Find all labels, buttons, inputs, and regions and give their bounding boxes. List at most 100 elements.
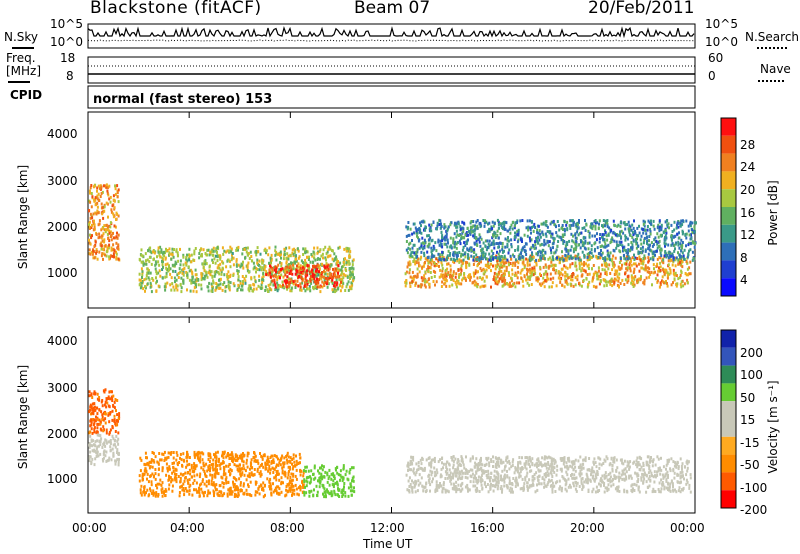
power-echo-cell: [677, 225, 680, 229]
power-echo-cell: [407, 261, 410, 265]
velocity-echo-cell: [96, 397, 99, 401]
power-echo-cell: [508, 281, 511, 285]
power-echo-cell: [100, 254, 103, 258]
power-echo-cell: [166, 262, 169, 266]
power-echo-cell: [643, 282, 646, 286]
velocity-echo-cell: [149, 487, 151, 491]
power-echo-cell: [588, 258, 591, 261]
power-echo-cell: [286, 287, 289, 291]
freq-tick-top: 18: [60, 51, 76, 65]
power-echo-cell: [210, 289, 213, 293]
power-echo-cell: [669, 271, 672, 275]
velocity-echo-cell: [89, 434, 92, 438]
power-echo-cell: [347, 259, 350, 263]
velocity-echo-cell: [271, 454, 274, 458]
power-echo-cell: [313, 246, 316, 250]
velocity-echo-cell: [157, 473, 160, 477]
velocity-echo-cell: [277, 463, 280, 467]
power-echo-cell: [414, 274, 417, 278]
power-echo-cell: [269, 264, 271, 268]
power-echo-cell: [480, 277, 483, 281]
power-echo-cell: [446, 267, 449, 271]
power-echo-cell: [102, 205, 105, 209]
power-echo-cell: [158, 269, 161, 273]
power-echo-cell: [588, 252, 591, 255]
power-echo-cell: [300, 277, 303, 281]
velocity-echo-cell: [89, 443, 92, 447]
power-echo-cell: [572, 223, 575, 227]
power-echo-cell: [603, 224, 606, 228]
power-echo-cell: [306, 273, 309, 277]
velocity-echo-cell: [184, 487, 187, 490]
power-echo-cell: [538, 249, 541, 253]
power-echo-cell: [205, 273, 208, 277]
velocity-echo-cell: [291, 458, 294, 461]
power-echo-cell: [487, 242, 490, 246]
velocity-echo-cell: [222, 461, 225, 465]
power-echo-cell: [517, 248, 520, 252]
power-echo-cell: [310, 281, 313, 285]
power-echo-cell: [569, 254, 572, 258]
velocity-echo-cell: [190, 475, 193, 479]
power-echo-cell: [325, 252, 328, 256]
velocity-echo-cell: [96, 445, 99, 449]
power-echo-cell: [455, 285, 458, 289]
velocity-echo-cell: [193, 450, 196, 454]
power-echo-cell: [210, 270, 213, 274]
beam-title: Beam 07: [354, 0, 431, 18]
power-echo-cell: [312, 260, 315, 264]
power-echo-cell: [446, 258, 449, 262]
power-echo-cell: [340, 280, 342, 284]
power-echo-cell: [496, 250, 498, 254]
power-echo-cell: [182, 268, 185, 272]
velocity-echo-cell: [238, 463, 241, 467]
velocity-echo-cell: [112, 437, 115, 441]
power-echo-cell: [307, 264, 310, 268]
power-echo-cell: [462, 230, 465, 234]
velocity-echo-cell: [275, 463, 278, 467]
power-echo-cell: [315, 282, 318, 285]
velocity-echo-cell: [90, 419, 93, 423]
power-echo-cell: [163, 254, 166, 258]
power-echo-cell: [650, 270, 653, 274]
velocity-echo-cell: [246, 451, 249, 455]
power-echo-cell: [155, 281, 158, 285]
power-echo-cell: [98, 235, 101, 239]
velocity-echo-cell: [219, 467, 222, 471]
power-echo-cell: [222, 283, 225, 286]
power-echo-cell: [569, 282, 572, 286]
power-echo-cell: [514, 231, 516, 235]
velocity-echo-cell: [106, 459, 109, 463]
power-echo-cell: [420, 220, 423, 224]
power-echo-cell: [642, 267, 645, 271]
power-echo-cell: [665, 219, 668, 223]
power-echo-cell: [273, 280, 276, 284]
velocity-echo-cell: [182, 487, 185, 490]
power-echo-cell: [449, 223, 452, 227]
power-echo-cell: [648, 245, 651, 249]
velocity-echo-cell: [202, 462, 205, 466]
power-echo-cell: [274, 288, 277, 291]
power-echo-cell: [513, 255, 516, 259]
velocity-echo-cell: [228, 463, 231, 466]
power-echo-cell: [565, 274, 568, 278]
power-echo-cell: [445, 274, 448, 278]
velocity-echo-cell: [240, 473, 243, 477]
power-echo-cell: [507, 251, 510, 255]
power-echo-cell: [164, 263, 167, 267]
velocity-echo-cell: [210, 463, 213, 467]
velocity-echo-cell: [95, 455, 98, 458]
velocity-echo-cell: [168, 483, 171, 487]
power-echo-cell: [311, 254, 314, 258]
power-echo-cell: [584, 239, 587, 243]
velocity-echo-cell: [90, 427, 93, 431]
velocity-echo-cell: [281, 454, 284, 458]
power-echo-cell: [640, 234, 643, 238]
power-echo-cell: [504, 278, 507, 282]
velocity-echo-cell: [289, 456, 292, 460]
power-echo-cell: [345, 261, 348, 265]
power-echo-cell: [518, 255, 521, 259]
power-echo-cell: [660, 228, 663, 232]
velocity-echo-cell: [205, 462, 208, 466]
power-echo-cell: [670, 243, 673, 247]
